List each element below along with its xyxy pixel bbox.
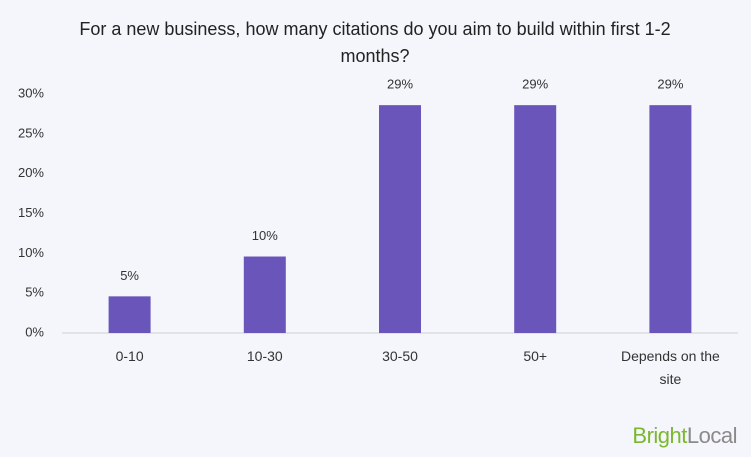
y-tick-label: 20%: [18, 165, 44, 180]
y-tick-label: 5%: [25, 285, 44, 300]
bar: [108, 296, 151, 333]
x-tick-label: 30-50: [382, 348, 418, 364]
y-tick-label: 0%: [25, 324, 44, 339]
y-tick-label: 25%: [18, 125, 44, 140]
y-tick-label: 30%: [18, 85, 44, 100]
value-label: 29%: [522, 77, 548, 92]
x-tick-label: 10-30: [246, 348, 283, 364]
value-label: 10%: [252, 228, 278, 243]
logo-part: Local: [686, 423, 738, 448]
bar: [243, 256, 286, 333]
bar: [379, 105, 421, 333]
bar: [649, 105, 692, 333]
logo-part: Bright: [632, 423, 687, 448]
x-tick-label: Depends on the site: [620, 348, 720, 387]
chart-title: For a new business, how many citations d…: [79, 19, 671, 66]
x-tick-label: 0-10: [115, 348, 144, 364]
y-tick-label: 15%: [18, 205, 44, 220]
value-label: 5%: [120, 268, 139, 283]
value-label: 29%: [657, 77, 683, 92]
x-tick-label: 50+: [523, 348, 548, 364]
logo: BrightLocal: [632, 423, 737, 449]
y-tick-label: 10%: [18, 245, 44, 260]
value-label: 29%: [387, 77, 413, 92]
bar: [514, 105, 557, 333]
